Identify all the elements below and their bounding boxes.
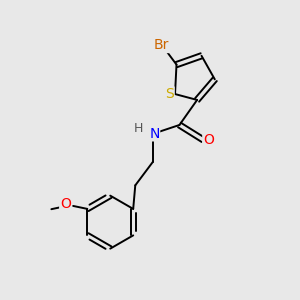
Text: H: H xyxy=(134,122,143,135)
Text: O: O xyxy=(203,133,214,147)
Text: N: N xyxy=(149,127,160,141)
Text: S: S xyxy=(165,87,174,101)
Text: O: O xyxy=(60,197,71,212)
Text: Br: Br xyxy=(154,38,170,52)
